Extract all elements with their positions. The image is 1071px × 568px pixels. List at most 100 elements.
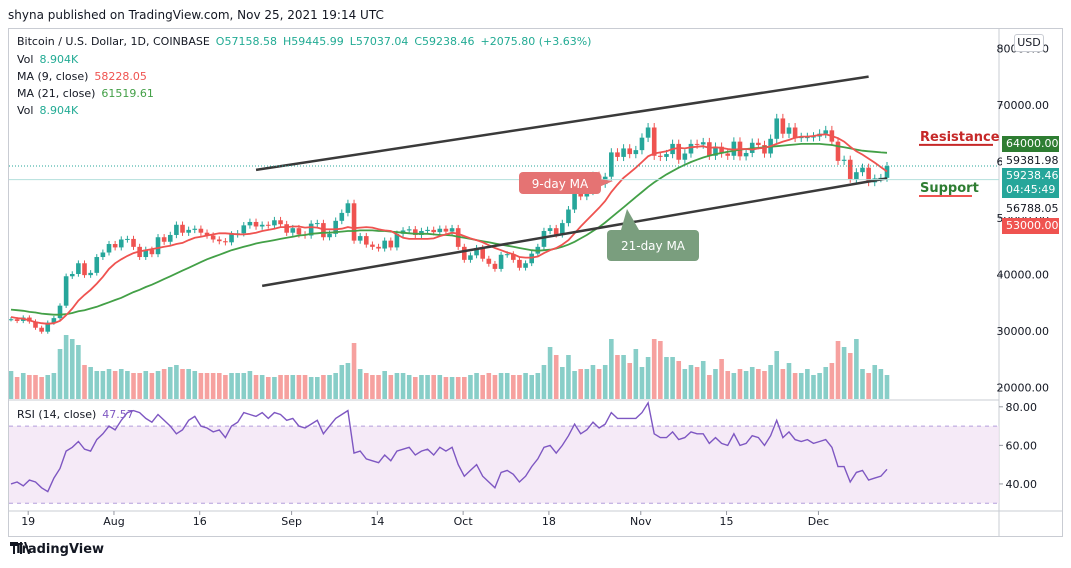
volume-bar [719, 359, 724, 399]
volume-bar [27, 375, 32, 399]
volume-bar [382, 371, 387, 399]
volume-bar [878, 369, 884, 399]
candle-body [161, 237, 167, 242]
candle-body [609, 152, 614, 177]
volume-bar [553, 355, 559, 399]
candle-body [553, 228, 559, 235]
candle-body [835, 141, 841, 161]
volume-bar [504, 373, 510, 399]
volume-bar [658, 341, 663, 399]
volume-bar [749, 367, 755, 399]
volume-bar [664, 357, 669, 399]
footer-brand[interactable]: TradingView [10, 542, 104, 557]
price-tick-label: 70000.00 [997, 99, 1050, 112]
chart-frame[interactable]: 80000.0070000.0060000.0050000.0040000.00… [8, 28, 1063, 537]
volume-bar [167, 367, 173, 399]
candle-body [382, 240, 387, 249]
candle-body [786, 127, 792, 134]
volume-bar [314, 377, 320, 399]
volume-value-2: 8.904K [39, 104, 79, 117]
price-tick-label: 30000.00 [997, 325, 1050, 338]
volume-value: 8.904K [39, 53, 79, 66]
candle-body [155, 237, 161, 255]
volume-bar [486, 373, 492, 399]
volume-bar [76, 345, 81, 399]
candle-body [327, 233, 332, 238]
candle-body [357, 236, 363, 241]
time-tick-label: Sep [281, 515, 302, 528]
ma21-callout-text: 21-day MA [621, 239, 686, 253]
candle-body [94, 257, 100, 273]
candle-body [566, 209, 571, 224]
bar-countdown: 04:45:49 [1006, 183, 1056, 196]
ma21-line [10, 143, 888, 316]
time-tick-label: 18 [542, 515, 556, 528]
candle-body [860, 167, 865, 173]
volume-bar [345, 363, 351, 399]
candle-body [480, 247, 485, 259]
candle-body [376, 246, 381, 249]
candle-body [364, 236, 369, 245]
candle-body [627, 148, 633, 155]
volume-bar [615, 355, 620, 399]
volume-bar [180, 369, 185, 399]
volume-bar [560, 367, 565, 399]
volume-bar [272, 377, 277, 399]
candle-body [88, 272, 93, 276]
candle-body [45, 322, 51, 332]
chart-canvas[interactable]: 80000.0070000.0060000.0050000.0040000.00… [9, 29, 1062, 536]
candle-body [149, 249, 155, 255]
volume-bar [69, 339, 75, 399]
volume-bar [39, 377, 44, 399]
ma21-legend: MA (21, close) 61519.61 [17, 87, 160, 100]
volume-bar [737, 369, 743, 399]
ma21-callout-pointer [621, 209, 639, 230]
volume-bar [357, 369, 363, 399]
candle-body [100, 252, 106, 258]
volume-bar [676, 361, 682, 399]
volume-bar [792, 373, 798, 399]
volume-bar [645, 357, 651, 399]
candle-body [265, 224, 271, 226]
candle-body [229, 234, 234, 243]
volume-bar [811, 375, 816, 399]
volume-bar [247, 371, 253, 399]
candle-body [676, 143, 682, 160]
volume-bar [768, 365, 773, 399]
candle-body [63, 276, 69, 306]
candle-body [517, 259, 522, 268]
volume-bar [590, 365, 596, 399]
candle-body [290, 228, 296, 233]
candle-body [523, 263, 528, 268]
volume-bar [835, 341, 841, 399]
volume-bar [339, 365, 345, 399]
candle-body [504, 254, 510, 256]
volume-label-2: Vol [17, 104, 34, 117]
volume-bar [480, 375, 485, 399]
candle-body [131, 238, 136, 247]
volume-bar [511, 375, 516, 399]
volume-bar [621, 355, 626, 399]
candle-body [762, 145, 767, 154]
volume-bar [774, 351, 780, 399]
volume-bar [376, 375, 381, 399]
volume-bar [805, 369, 810, 399]
volume-bar [192, 371, 198, 399]
volume-bar [265, 377, 271, 399]
candle-body [560, 223, 565, 235]
volume-bar [437, 375, 443, 399]
volume-bar [474, 373, 479, 399]
rsi-tick-label: 40.00 [1006, 478, 1038, 491]
volume-bar [602, 365, 608, 399]
currency-button[interactable]: USD [1014, 34, 1044, 52]
volume-bar [847, 353, 853, 399]
volume-bar [725, 371, 731, 399]
rsi-line [10, 401, 888, 493]
candle-body [112, 244, 118, 248]
price-label-53000: 53000.00 [1002, 218, 1059, 234]
candle-body [651, 127, 657, 156]
support-label: Support [920, 181, 979, 196]
candle-body [854, 172, 859, 179]
volume-bar [406, 375, 412, 399]
volume-bar [112, 371, 118, 399]
